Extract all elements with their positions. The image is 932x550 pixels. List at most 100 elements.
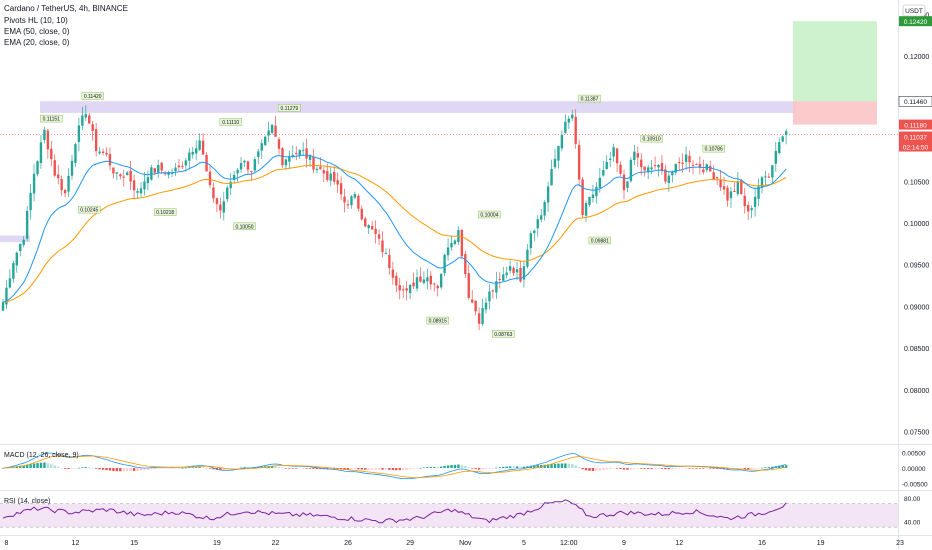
macd-histogram-bar xyxy=(46,463,50,468)
candle-body xyxy=(640,159,643,168)
macd-histogram-bar xyxy=(315,468,319,470)
pivot-label-box xyxy=(588,236,612,245)
macd-histogram-bar xyxy=(553,463,557,468)
macd-histogram-bar xyxy=(305,468,308,469)
macd-signal-line xyxy=(2,455,787,479)
candle-body xyxy=(629,159,633,182)
candle-body xyxy=(764,176,767,178)
macd-histogram-bar xyxy=(508,466,512,468)
macd-histogram-bar xyxy=(595,468,598,471)
macd-histogram-bar xyxy=(236,468,239,469)
macd-histogram-bar xyxy=(74,468,77,469)
candle-body xyxy=(381,240,384,253)
candle-body xyxy=(695,164,698,166)
macd-histogram-bar xyxy=(63,468,67,469)
candle-body xyxy=(674,163,677,173)
time-scale-border xyxy=(0,535,932,536)
pivot-label-box xyxy=(492,330,515,338)
macd-histogram-bar xyxy=(357,468,360,470)
pivot-label-box xyxy=(578,94,601,103)
macd-histogram-bar xyxy=(488,468,491,469)
macd-histogram-bar xyxy=(505,466,508,468)
macd-histogram-bar xyxy=(364,468,367,470)
macd-histogram-bar xyxy=(112,468,115,472)
macd-histogram-bar xyxy=(115,468,119,472)
macd-histogram-bar xyxy=(319,468,322,470)
y-tick-label: 0.09500 xyxy=(904,263,929,270)
macd-histogram-bar xyxy=(391,468,395,471)
x-tick-label: 26 xyxy=(344,540,352,547)
pivot-label-box xyxy=(81,92,104,100)
candle-body xyxy=(474,300,477,312)
macd-histogram-bar xyxy=(101,468,105,470)
pane-separator xyxy=(0,444,932,445)
candle-body xyxy=(567,118,570,123)
candle-body xyxy=(329,173,332,181)
macd-histogram-bar xyxy=(43,462,46,468)
macd-histogram-bar xyxy=(615,468,619,469)
macd-histogram-bar xyxy=(439,466,443,468)
macd-histogram-bar xyxy=(584,468,588,471)
candle-body xyxy=(581,179,584,216)
macd-histogram-bar xyxy=(170,468,174,469)
candle-body xyxy=(709,165,712,172)
x-tick-label: 8 xyxy=(4,540,8,547)
pivot-label: 0.08915 xyxy=(429,319,447,325)
pivot-label-box xyxy=(78,205,101,214)
macd-histogram-bar xyxy=(291,468,294,469)
candle-body xyxy=(736,181,740,194)
macd-histogram-bar xyxy=(764,467,767,468)
macd-histogram-bar xyxy=(370,468,374,470)
y-tick-label: 0.12000 xyxy=(904,54,929,61)
macd-histogram-bar xyxy=(477,468,481,470)
candle-body xyxy=(584,203,588,216)
macd-histogram-bar xyxy=(136,468,139,472)
pivot-label-box xyxy=(278,104,301,112)
candle-body xyxy=(729,191,733,199)
candle-body xyxy=(343,196,346,203)
macd-histogram-bar xyxy=(229,468,232,470)
pivot-label: 0.09881 xyxy=(591,239,609,245)
macd-histogram-bar xyxy=(550,464,553,468)
y-tick-label: 0.07500 xyxy=(904,429,929,436)
y-tick-label: 0.08000 xyxy=(904,388,929,395)
candle-body xyxy=(308,155,312,160)
macd-histogram-bar xyxy=(577,467,581,468)
candle-body xyxy=(98,151,101,154)
macd-histogram-bar xyxy=(22,465,25,468)
candle-body xyxy=(146,177,150,184)
macd-histogram-bar xyxy=(405,468,408,470)
candle-body xyxy=(91,124,94,131)
candle-body xyxy=(557,145,560,161)
macd-histogram-bar xyxy=(60,467,63,469)
macd-histogram-bar xyxy=(177,468,181,469)
macd-histogram-bar xyxy=(502,466,505,468)
candle-body xyxy=(388,254,391,269)
candle-body xyxy=(412,282,415,287)
macd-histogram-bar xyxy=(636,468,639,469)
macd-histogram-bar xyxy=(212,468,215,470)
macd-histogram-bar xyxy=(674,468,677,469)
rsi-band xyxy=(0,503,898,528)
candle-body xyxy=(571,114,574,119)
candle-body xyxy=(177,165,181,168)
macd-histogram-bar xyxy=(602,468,605,471)
currency-box xyxy=(902,4,926,17)
macd-histogram-bar xyxy=(715,468,719,469)
macd-histogram-bar xyxy=(167,468,170,469)
macd-histogram-bar xyxy=(402,468,405,471)
pivot-label: 0.10004 xyxy=(480,213,498,219)
candle-body xyxy=(450,243,453,248)
candle-body xyxy=(484,302,488,310)
candle-body xyxy=(712,172,715,180)
macd-histogram-bar xyxy=(491,468,495,469)
candle-body xyxy=(422,279,426,284)
candle-body xyxy=(267,130,270,136)
candle-body xyxy=(184,160,188,166)
rsi-pane-label: RSI (14, close) xyxy=(4,498,51,505)
candle-body xyxy=(132,180,136,191)
pivot-label-box xyxy=(153,208,177,216)
macd-histogram-bar xyxy=(360,468,363,470)
pivot-label-box xyxy=(40,114,63,123)
